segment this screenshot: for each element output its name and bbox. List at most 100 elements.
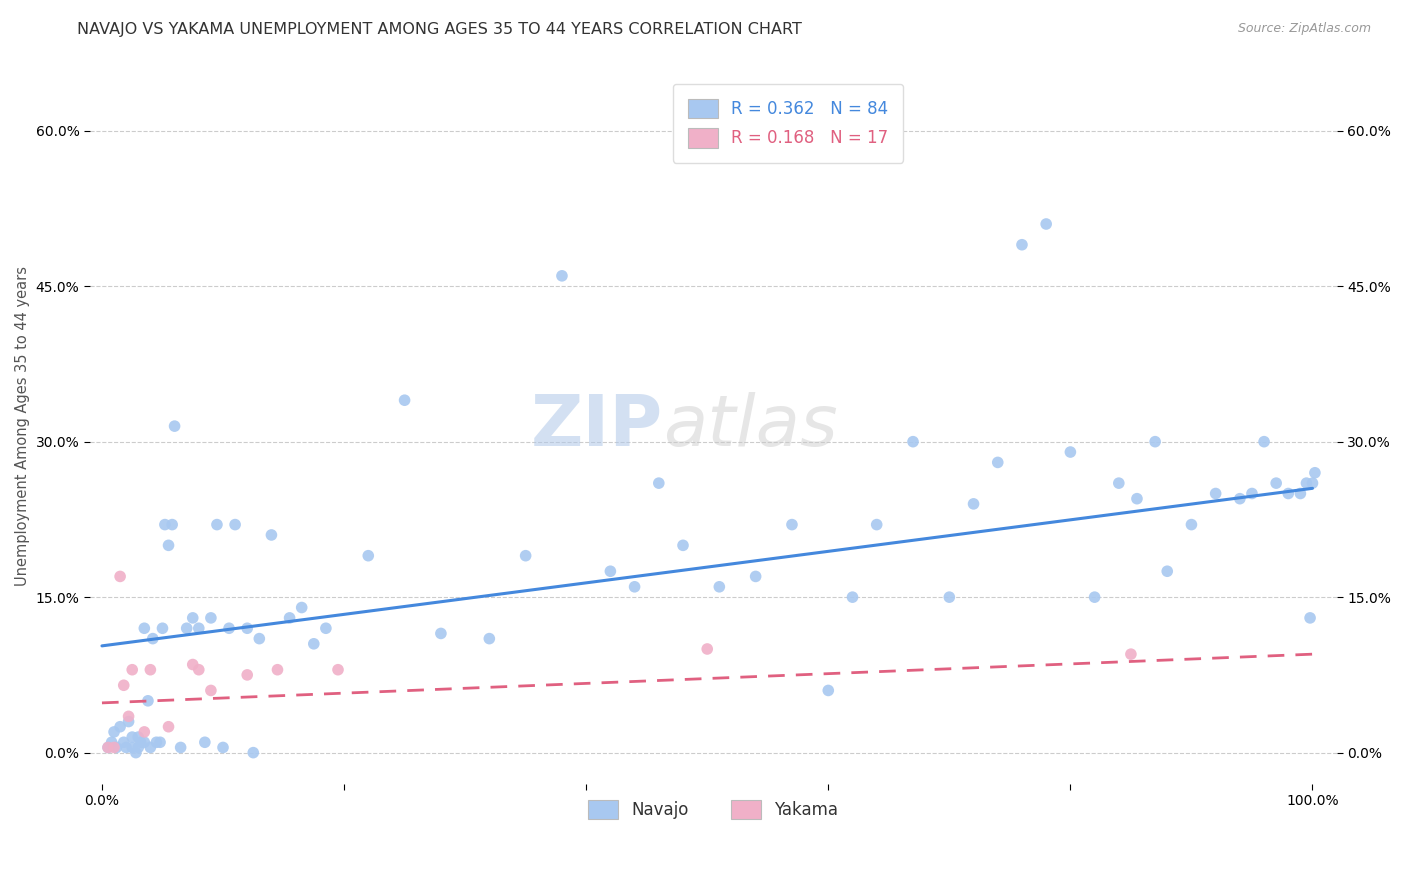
Point	[260, 528, 283, 542]
Point	[112, 735, 135, 749]
Point	[1035, 217, 1057, 231]
Point	[672, 538, 695, 552]
Point	[127, 730, 149, 744]
Text: ZIP: ZIP	[531, 392, 664, 460]
Text: Source: ZipAtlas.com: Source: ZipAtlas.com	[1237, 22, 1371, 36]
Point	[987, 455, 1010, 469]
Point	[187, 663, 209, 677]
Point	[1295, 476, 1317, 491]
Point	[194, 735, 217, 749]
Point	[152, 621, 174, 635]
Point	[157, 538, 180, 552]
Point	[1229, 491, 1251, 506]
Point	[205, 517, 228, 532]
Point	[744, 569, 766, 583]
Point	[302, 637, 325, 651]
Point	[139, 740, 162, 755]
Point	[117, 709, 139, 723]
Point	[163, 419, 186, 434]
Point	[357, 549, 380, 563]
Point	[938, 590, 960, 604]
Point	[181, 611, 204, 625]
Point	[866, 517, 889, 532]
Point	[125, 746, 148, 760]
Point	[117, 714, 139, 729]
Point	[1299, 611, 1322, 625]
Point	[266, 663, 288, 677]
Point	[1303, 466, 1326, 480]
Point	[218, 621, 240, 635]
Point	[326, 663, 349, 677]
Legend: Navajo, Yakama: Navajo, Yakama	[582, 793, 845, 825]
Point	[1084, 590, 1107, 604]
Point	[1277, 486, 1299, 500]
Point	[105, 740, 128, 755]
Point	[145, 735, 167, 749]
Point	[1156, 564, 1178, 578]
Point	[108, 720, 131, 734]
Point	[97, 740, 120, 755]
Point	[841, 590, 863, 604]
Point	[696, 642, 718, 657]
Point	[103, 740, 125, 755]
Point	[121, 740, 143, 755]
Point	[648, 476, 671, 491]
Point	[1205, 486, 1227, 500]
Point	[1240, 486, 1263, 500]
Point	[394, 393, 416, 408]
Point	[97, 740, 120, 755]
Point	[709, 580, 731, 594]
Point	[134, 621, 156, 635]
Point	[247, 632, 270, 646]
Point	[962, 497, 984, 511]
Point	[1119, 647, 1142, 661]
Point	[551, 268, 574, 283]
Point	[278, 611, 301, 625]
Point	[430, 626, 453, 640]
Point	[200, 611, 222, 625]
Point	[1301, 476, 1323, 491]
Point	[623, 580, 645, 594]
Point	[224, 517, 246, 532]
Point	[169, 740, 191, 755]
Point	[127, 740, 149, 755]
Point	[1059, 445, 1081, 459]
Point	[176, 621, 198, 635]
Point	[242, 746, 264, 760]
Point	[108, 569, 131, 583]
Point	[291, 600, 314, 615]
Point	[139, 663, 162, 677]
Point	[1289, 486, 1312, 500]
Text: atlas: atlas	[664, 392, 838, 460]
Point	[599, 564, 621, 578]
Point	[515, 549, 537, 563]
Point	[315, 621, 337, 635]
Point	[817, 683, 839, 698]
Point	[1144, 434, 1167, 449]
Point	[100, 735, 122, 749]
Point	[129, 735, 152, 749]
Point	[1265, 476, 1288, 491]
Point	[121, 730, 143, 744]
Point	[780, 517, 803, 532]
Point	[134, 725, 156, 739]
Point	[1126, 491, 1149, 506]
Point	[236, 668, 259, 682]
Point	[1180, 517, 1202, 532]
Point	[181, 657, 204, 672]
Point	[103, 725, 125, 739]
Point	[149, 735, 172, 749]
Point	[1253, 434, 1275, 449]
Y-axis label: Unemployment Among Ages 35 to 44 years: Unemployment Among Ages 35 to 44 years	[15, 266, 30, 586]
Point	[153, 517, 176, 532]
Point	[200, 683, 222, 698]
Point	[112, 678, 135, 692]
Point	[187, 621, 209, 635]
Text: NAVAJO VS YAKAMA UNEMPLOYMENT AMONG AGES 35 TO 44 YEARS CORRELATION CHART: NAVAJO VS YAKAMA UNEMPLOYMENT AMONG AGES…	[77, 22, 803, 37]
Point	[1108, 476, 1130, 491]
Point	[1011, 237, 1033, 252]
Point	[157, 720, 180, 734]
Point	[160, 517, 183, 532]
Point	[901, 434, 924, 449]
Point	[115, 740, 138, 755]
